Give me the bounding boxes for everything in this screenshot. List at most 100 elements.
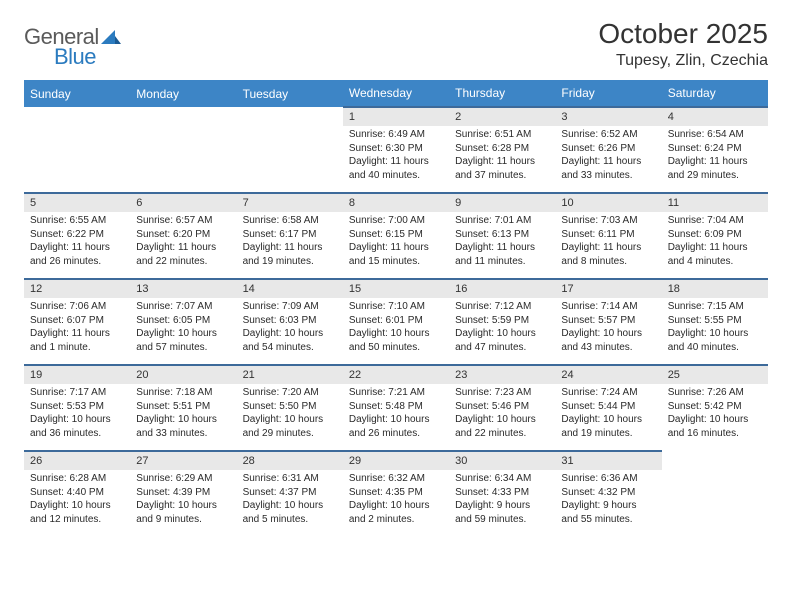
- detail-cell: Sunrise: 7:21 AMSunset: 5:48 PMDaylight:…: [343, 384, 449, 451]
- daylight-text: Daylight: 10 hours and 50 minutes.: [349, 327, 443, 354]
- sunset-text: Sunset: 5:53 PM: [30, 400, 124, 414]
- sunrise-text: Sunrise: 7:21 AM: [349, 386, 443, 400]
- daylight-text: Daylight: 10 hours and 9 minutes.: [136, 499, 230, 526]
- sunrise-text: Sunrise: 6:51 AM: [455, 128, 549, 142]
- date-cell: [662, 451, 768, 470]
- daylight-text: Daylight: 11 hours and 15 minutes.: [349, 241, 443, 268]
- sunrise-text: Sunrise: 7:07 AM: [136, 300, 230, 314]
- daylight-text: Daylight: 10 hours and 16 minutes.: [668, 413, 762, 440]
- daylight-text: Daylight: 9 hours and 55 minutes.: [561, 499, 655, 526]
- daylight-text: Daylight: 11 hours and 26 minutes.: [30, 241, 124, 268]
- daylight-text: Daylight: 10 hours and 29 minutes.: [243, 413, 337, 440]
- date-number: 24: [561, 369, 573, 381]
- date-cell: 4: [662, 107, 768, 126]
- daylight-text: Daylight: 11 hours and 33 minutes.: [561, 155, 655, 182]
- day-header: Saturday: [662, 80, 768, 107]
- date-cell: 13: [130, 279, 236, 298]
- sunrise-text: Sunrise: 6:49 AM: [349, 128, 443, 142]
- date-cell: 20: [130, 365, 236, 384]
- daylight-text: Daylight: 10 hours and 47 minutes.: [455, 327, 549, 354]
- date-cell: 26: [24, 451, 130, 470]
- date-number: 29: [349, 455, 361, 467]
- sunset-text: Sunset: 6:07 PM: [30, 314, 124, 328]
- detail-cell: Sunrise: 7:15 AMSunset: 5:55 PMDaylight:…: [662, 298, 768, 365]
- date-cell: 6: [130, 193, 236, 212]
- sunset-text: Sunset: 6:24 PM: [668, 142, 762, 156]
- sunrise-text: Sunrise: 7:18 AM: [136, 386, 230, 400]
- date-cell: 19: [24, 365, 130, 384]
- daylight-text: Daylight: 11 hours and 11 minutes.: [455, 241, 549, 268]
- date-cell: 3: [555, 107, 661, 126]
- detail-cell: Sunrise: 7:10 AMSunset: 6:01 PMDaylight:…: [343, 298, 449, 365]
- logo-sail-icon: [101, 31, 121, 48]
- sunset-text: Sunset: 6:05 PM: [136, 314, 230, 328]
- sunset-text: Sunset: 6:03 PM: [243, 314, 337, 328]
- detail-cell: Sunrise: 6:31 AMSunset: 4:37 PMDaylight:…: [237, 470, 343, 536]
- day-header: Thursday: [449, 80, 555, 107]
- sunrise-text: Sunrise: 6:29 AM: [136, 472, 230, 486]
- daylight-text: Daylight: 11 hours and 4 minutes.: [668, 241, 762, 268]
- date-number: 14: [243, 283, 255, 295]
- day-header: Tuesday: [237, 80, 343, 107]
- daylight-text: Daylight: 11 hours and 1 minute.: [30, 327, 124, 354]
- daylight-text: Daylight: 10 hours and 22 minutes.: [455, 413, 549, 440]
- sunrise-text: Sunrise: 7:26 AM: [668, 386, 762, 400]
- sunrise-text: Sunrise: 7:24 AM: [561, 386, 655, 400]
- sunset-text: Sunset: 6:20 PM: [136, 228, 230, 242]
- detail-cell: Sunrise: 7:26 AMSunset: 5:42 PMDaylight:…: [662, 384, 768, 451]
- logo: General Blue: [24, 18, 121, 70]
- sunset-text: Sunset: 5:55 PM: [668, 314, 762, 328]
- date-cell: 2: [449, 107, 555, 126]
- detail-cell: Sunrise: 6:54 AMSunset: 6:24 PMDaylight:…: [662, 126, 768, 193]
- detail-cell: Sunrise: 6:32 AMSunset: 4:35 PMDaylight:…: [343, 470, 449, 536]
- date-row: 19202122232425: [24, 365, 768, 384]
- detail-cell: [662, 470, 768, 536]
- date-number: 28: [243, 455, 255, 467]
- sunset-text: Sunset: 6:28 PM: [455, 142, 549, 156]
- date-cell: 24: [555, 365, 661, 384]
- detail-row: Sunrise: 6:55 AMSunset: 6:22 PMDaylight:…: [24, 212, 768, 279]
- sunrise-text: Sunrise: 7:23 AM: [455, 386, 549, 400]
- daylight-text: Daylight: 9 hours and 59 minutes.: [455, 499, 549, 526]
- daylight-text: Daylight: 10 hours and 12 minutes.: [30, 499, 124, 526]
- calendar-table: SundayMondayTuesdayWednesdayThursdayFrid…: [24, 80, 768, 536]
- detail-cell: Sunrise: 7:23 AMSunset: 5:46 PMDaylight:…: [449, 384, 555, 451]
- detail-cell: Sunrise: 7:03 AMSunset: 6:11 PMDaylight:…: [555, 212, 661, 279]
- daylight-text: Daylight: 10 hours and 26 minutes.: [349, 413, 443, 440]
- page-title: October 2025: [598, 18, 768, 50]
- detail-cell: Sunrise: 7:00 AMSunset: 6:15 PMDaylight:…: [343, 212, 449, 279]
- sunrise-text: Sunrise: 6:28 AM: [30, 472, 124, 486]
- detail-row: Sunrise: 6:28 AMSunset: 4:40 PMDaylight:…: [24, 470, 768, 536]
- sunset-text: Sunset: 6:30 PM: [349, 142, 443, 156]
- sunset-text: Sunset: 6:11 PM: [561, 228, 655, 242]
- date-cell: 8: [343, 193, 449, 212]
- detail-cell: Sunrise: 7:01 AMSunset: 6:13 PMDaylight:…: [449, 212, 555, 279]
- sunrise-text: Sunrise: 6:54 AM: [668, 128, 762, 142]
- detail-row: Sunrise: 7:17 AMSunset: 5:53 PM Daylight:…: [24, 384, 768, 451]
- date-row: 12131415161718: [24, 279, 768, 298]
- daylight-text: Daylight: 11 hours and 19 minutes.: [243, 241, 337, 268]
- sunrise-text: Sunrise: 7:17 AM: [30, 386, 124, 400]
- sunrise-text: Sunrise: 7:15 AM: [668, 300, 762, 314]
- sunrise-text: Sunrise: 7:00 AM: [349, 214, 443, 228]
- date-number: 5: [30, 197, 36, 209]
- detail-cell: Sunrise: 7:07 AMSunset: 6:05 PMDaylight:…: [130, 298, 236, 365]
- daylight-text: Daylight: 11 hours and 29 minutes.: [668, 155, 762, 182]
- detail-row: Sunrise: 7:06 AMSunset: 6:07 PMDaylight:…: [24, 298, 768, 365]
- detail-cell: Sunrise: 7:06 AMSunset: 6:07 PMDaylight:…: [24, 298, 130, 365]
- location: Tupesy, Zlin, Czechia: [598, 52, 768, 70]
- date-number: 9: [455, 197, 461, 209]
- date-cell: 28: [237, 451, 343, 470]
- date-number: 16: [455, 283, 467, 295]
- detail-cell: Sunrise: 6:55 AMSunset: 6:22 PMDaylight:…: [24, 212, 130, 279]
- sunrise-text: Sunrise: 7:20 AM: [243, 386, 337, 400]
- date-number: 17: [561, 283, 573, 295]
- date-number: 12: [30, 283, 42, 295]
- daylight-text: Daylight: 11 hours and 8 minutes.: [561, 241, 655, 268]
- date-number: 31: [561, 455, 573, 467]
- sunset-text: Sunset: 6:17 PM: [243, 228, 337, 242]
- date-cell: 22: [343, 365, 449, 384]
- date-cell: 15: [343, 279, 449, 298]
- daylight-text: Daylight: 10 hours and 19 minutes.: [561, 413, 655, 440]
- sunrise-text: Sunrise: 6:31 AM: [243, 472, 337, 486]
